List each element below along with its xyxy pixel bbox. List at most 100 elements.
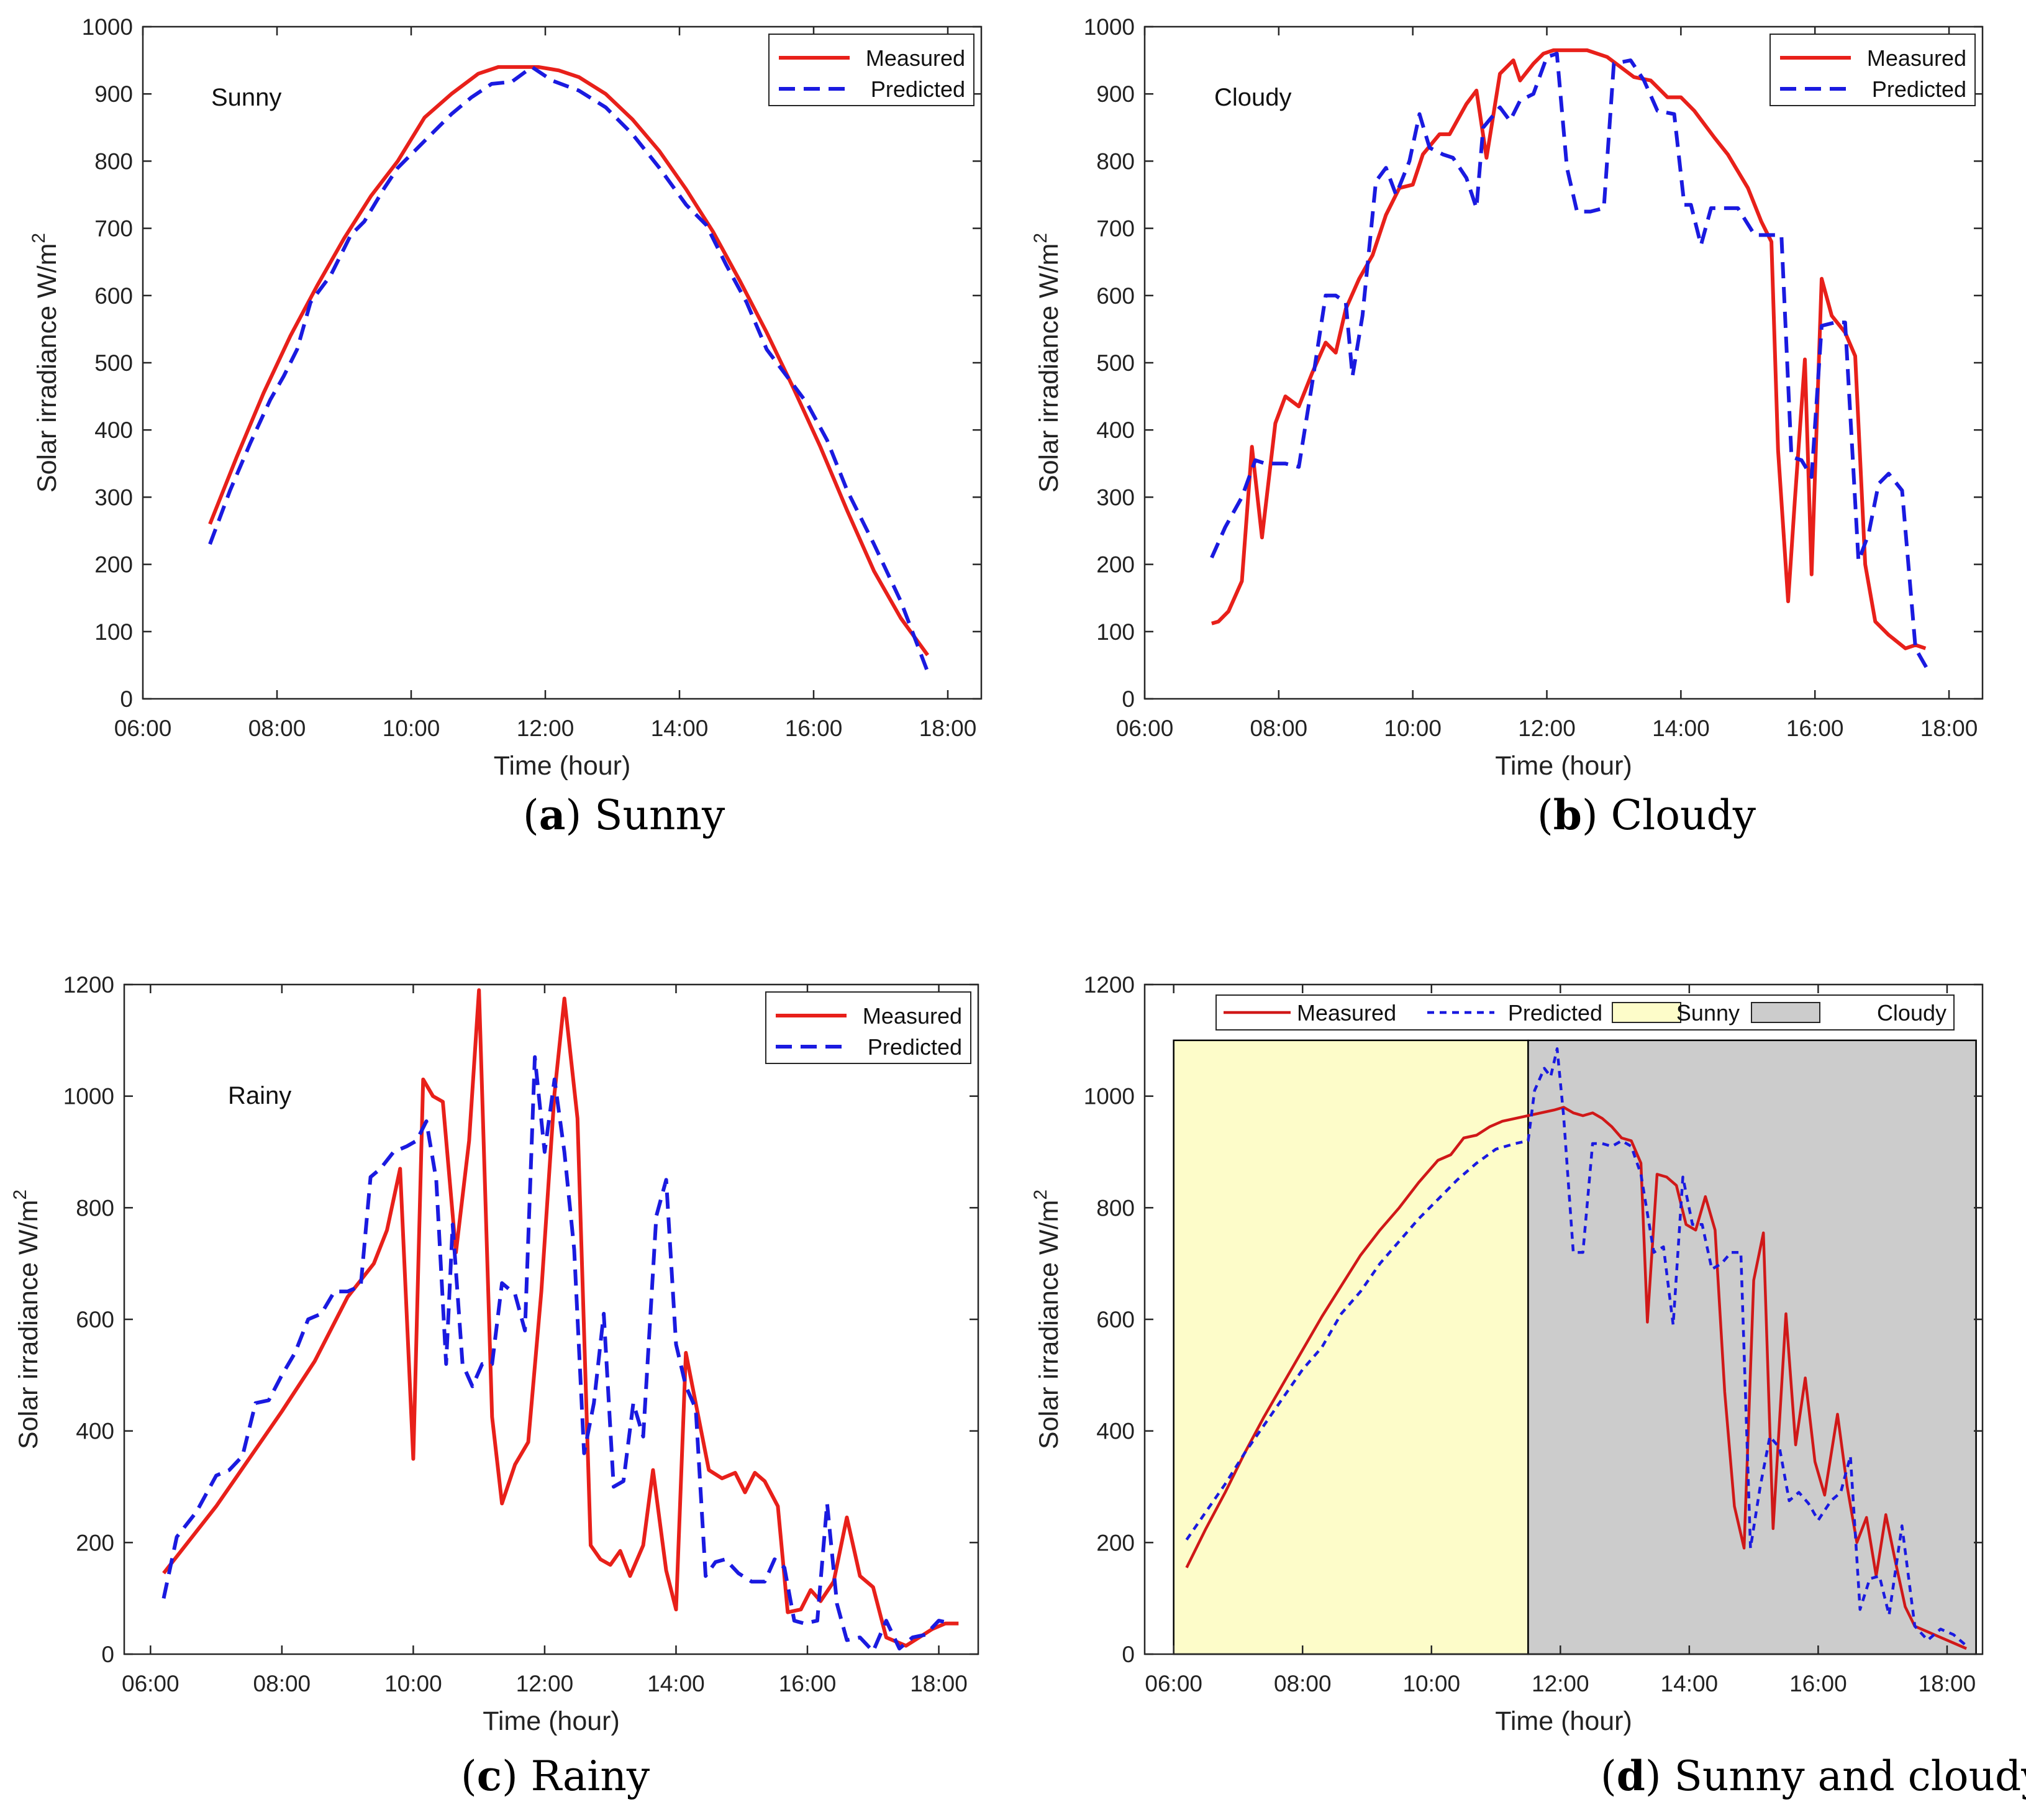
y-axis-label: Solar irradiance W/m2 <box>1030 1190 1064 1449</box>
y-tick-label: 600 <box>1096 283 1135 309</box>
panel-caption: (d) Sunny and cloudy <box>1601 1752 2026 1800</box>
y-tick-label: 200 <box>94 552 133 578</box>
plot-area <box>1145 27 1983 699</box>
x-axis-label: Time (hour) <box>1495 751 1632 781</box>
panel-caption: (c) Rainy <box>461 1752 650 1800</box>
legend-label-measured: Measured <box>866 45 965 71</box>
legend-label-measured: Measured <box>1297 1000 1396 1026</box>
y-tick-label: 600 <box>1096 1307 1135 1332</box>
series-line-measured <box>1185 1106 1967 1650</box>
chart-panel-rainy: 06:00 08:00 10:00 12:00 14:00 16:00 18:00 0 200 4… <box>10 972 979 1800</box>
x-tick-label: 08:00 <box>248 716 306 741</box>
y-axis-label: Solar irradiance W/m2 <box>1030 233 1064 493</box>
chart-panel-sunny-and-cloudy: 06:00 08:00 10:00 12:00 14:00 16:00 18:00 0 200 4… <box>1030 972 2026 1800</box>
y-tick-label: 600 <box>94 283 133 309</box>
caption-text: Cloudy <box>1611 791 1756 839</box>
x-tick-label: 18:00 <box>1919 1671 1976 1696</box>
y-tick-label: 900 <box>1096 81 1135 107</box>
y-tick-label: 1000 <box>1084 1084 1135 1109</box>
caption-letter: b <box>1553 791 1582 839</box>
chart-panel-sunny: 06:00 08:00 10:00 12:00 14:00 16:00 18:00 0 100 2… <box>29 14 983 839</box>
y-axis-label-text: Solar irradiance W/m <box>32 243 62 493</box>
x-tick-label: 16:00 <box>1789 1671 1847 1696</box>
y-tick-label: 500 <box>94 350 133 376</box>
legend-box <box>768 34 974 106</box>
y-axis-label-superscript: 2 <box>10 1190 30 1200</box>
legend-label-predicted: Predicted <box>1872 76 1966 102</box>
y-tick-label: 400 <box>1096 417 1135 443</box>
y-tick-label: 400 <box>94 417 133 443</box>
x-tick-label: 18:00 <box>919 716 977 741</box>
y-axis-label: Solar irradiance W/m2 <box>10 1190 43 1449</box>
legend-label-measured: Measured <box>863 1003 962 1029</box>
x-tick-label: 06:00 <box>114 716 172 741</box>
y-tick-label: 200 <box>1096 552 1135 578</box>
x-tick-label: 06:00 <box>1145 1671 1202 1696</box>
x-tick-label: 10:00 <box>1384 716 1442 741</box>
y-tick-label: 0 <box>120 686 133 712</box>
y-tick-label: 400 <box>1096 1419 1135 1444</box>
chart-panel-cloudy: 06:00 08:00 10:00 12:00 14:00 16:00 18:00 0 100 2… <box>1030 14 1984 839</box>
y-tick-label: 1000 <box>63 1084 114 1109</box>
caption-paren-open: ( <box>523 791 539 839</box>
x-tick-label: 14:00 <box>651 716 709 741</box>
y-tick-label: 700 <box>94 216 133 242</box>
region-sunny <box>1173 1039 1529 1655</box>
caption-text: Sunny and cloudy <box>1674 1752 2026 1800</box>
panel-caption: (b) Cloudy <box>1537 791 1756 839</box>
x-tick-label: 18:00 <box>910 1671 968 1696</box>
caption-paren-close: ) <box>566 791 595 839</box>
x-tick-label: 08:00 <box>253 1671 311 1696</box>
plot-area <box>143 27 981 699</box>
legend-label-measured: Measured <box>1867 45 1966 71</box>
legend-box <box>1215 994 1955 1031</box>
y-tick-label: 400 <box>76 1419 114 1444</box>
y-tick-label: 800 <box>94 148 133 174</box>
x-tick-label: 18:00 <box>1920 716 1978 741</box>
y-tick-label: 100 <box>94 619 133 645</box>
series-line-predicted <box>1210 52 1931 673</box>
y-axis-label-superscript: 2 <box>29 233 49 243</box>
x-tick-label: 16:00 <box>1786 716 1844 741</box>
legend-label-sunny: Sunny <box>1676 1000 1740 1026</box>
y-tick-label: 100 <box>1096 619 1135 645</box>
series-line-measured <box>1211 48 1927 650</box>
y-tick-label: 300 <box>1096 485 1135 510</box>
y-tick-label: 900 <box>94 81 133 107</box>
y-tick-label: 800 <box>1096 148 1135 174</box>
x-axis-label: Time (hour) <box>494 751 631 781</box>
caption-paren-open: ( <box>1537 791 1553 839</box>
x-tick-label: 16:00 <box>779 1671 837 1696</box>
y-tick-label: 300 <box>94 485 133 510</box>
x-tick-label: 08:00 <box>1250 716 1308 741</box>
y-axis-label-text: Solar irradiance W/m <box>14 1200 43 1449</box>
legend-swatch-sunny <box>1612 1002 1681 1023</box>
y-tick-label: 1000 <box>1084 14 1135 40</box>
y-tick-label: 500 <box>1096 350 1135 376</box>
caption-paren-close: ) <box>502 1752 531 1800</box>
y-tick-label: 600 <box>76 1307 114 1332</box>
panel-caption: (a) Sunny <box>523 791 725 839</box>
caption-paren-close: ) <box>1582 791 1611 839</box>
legend-label-predicted: Predicted <box>1508 1000 1602 1026</box>
legend-label-cloudy: Cloudy <box>1877 1000 1947 1026</box>
series-line-predicted <box>161 1055 953 1654</box>
x-tick-label: 14:00 <box>1661 1671 1719 1696</box>
legend-box <box>1769 34 1976 106</box>
y-tick-label: 700 <box>1096 216 1135 242</box>
condition-annotation: Rainy <box>228 1082 291 1109</box>
x-tick-label: 10:00 <box>383 716 440 741</box>
y-axis-label-superscript: 2 <box>1030 233 1051 243</box>
x-tick-label: 10:00 <box>1402 1671 1460 1696</box>
y-tick-label: 1200 <box>63 972 114 998</box>
y-tick-label: 0 <box>101 1642 114 1667</box>
y-tick-label: 0 <box>1122 1642 1135 1667</box>
x-tick-label: 12:00 <box>516 1671 574 1696</box>
legend-box <box>765 991 971 1064</box>
x-tick-label: 10:00 <box>384 1671 442 1696</box>
y-tick-label: 200 <box>1096 1530 1135 1555</box>
y-tick-label: 0 <box>1122 686 1135 712</box>
legend-swatch-cloudy <box>1751 1002 1820 1023</box>
caption-letter: c <box>477 1752 502 1800</box>
caption-text: Rainy <box>531 1752 650 1800</box>
